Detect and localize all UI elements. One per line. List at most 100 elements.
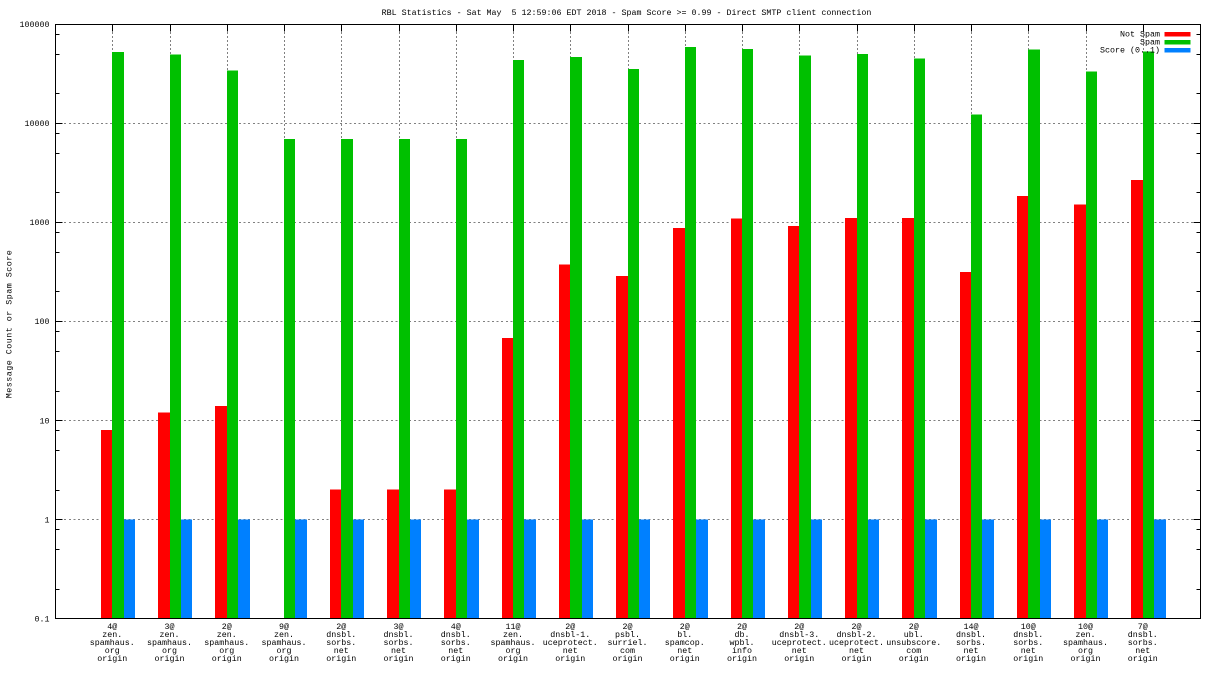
svg-text:2@: 2@	[222, 622, 232, 632]
svg-text:sorbs.: sorbs.	[1013, 638, 1043, 648]
svg-text:info: info	[732, 646, 752, 656]
svg-text:origin: origin	[1128, 654, 1158, 664]
svg-text:wpbl.: wpbl.	[730, 638, 755, 648]
svg-text:1: 1	[45, 515, 50, 525]
svg-text:origin: origin	[441, 654, 471, 664]
svg-text:3@: 3@	[394, 622, 404, 632]
svg-text:2@: 2@	[852, 622, 862, 632]
svg-text:origin: origin	[727, 654, 757, 664]
svg-text:sorbs.: sorbs.	[441, 638, 471, 648]
svg-text:dnsbl.: dnsbl.	[441, 630, 471, 640]
svg-text:origin: origin	[269, 654, 299, 664]
svg-text:net: net	[792, 646, 807, 656]
svg-text:zen.: zen.	[217, 630, 237, 640]
svg-text:net: net	[334, 646, 349, 656]
svg-text:origin: origin	[670, 654, 700, 664]
svg-text:4@: 4@	[107, 622, 117, 632]
svg-text:net: net	[1021, 646, 1036, 656]
svg-text:10@: 10@	[1078, 622, 1093, 632]
svg-text:origin: origin	[384, 654, 414, 664]
svg-text:zen.: zen.	[160, 630, 180, 640]
svg-text:net: net	[849, 646, 864, 656]
svg-text:uceprotect.: uceprotect.	[543, 638, 598, 648]
svg-text:7@: 7@	[1138, 622, 1148, 632]
svg-text:2@: 2@	[336, 622, 346, 632]
svg-text:zen.: zen.	[102, 630, 122, 640]
svg-text:origin: origin	[498, 654, 528, 664]
svg-text:Score (0..1): Score (0..1)	[1100, 46, 1160, 56]
svg-text:surriel.: surriel.	[608, 638, 648, 648]
svg-text:dnsbl.: dnsbl.	[384, 630, 414, 640]
svg-text:net: net	[391, 646, 406, 656]
svg-text:net: net	[563, 646, 578, 656]
svg-text:Message Count or Spam Score: Message Count or Spam Score	[5, 250, 15, 398]
svg-text:10@: 10@	[1021, 622, 1036, 632]
svg-text:origin: origin	[97, 654, 127, 664]
svg-text:origin: origin	[956, 654, 986, 664]
svg-text:org: org	[219, 646, 234, 656]
svg-text:dnsbl-2.: dnsbl-2.	[837, 630, 877, 640]
svg-text:sorbs.: sorbs.	[956, 638, 986, 648]
svg-text:3@: 3@	[165, 622, 175, 632]
svg-text:Not Spam: Not Spam	[1120, 30, 1160, 40]
svg-text:dnsbl.: dnsbl.	[1128, 630, 1158, 640]
svg-text:origin: origin	[155, 654, 185, 664]
svg-text:Spam: Spam	[1140, 38, 1160, 48]
svg-text:sorbs.: sorbs.	[1128, 638, 1158, 648]
svg-text:origin: origin	[842, 654, 872, 664]
svg-text:org: org	[1078, 646, 1093, 656]
svg-text:origin: origin	[555, 654, 585, 664]
svg-text:net: net	[448, 646, 463, 656]
svg-text:dnsbl-1.: dnsbl-1.	[550, 630, 590, 640]
svg-text:100000: 100000	[20, 20, 50, 30]
svg-text:origin: origin	[899, 654, 929, 664]
svg-text:dnsbl.: dnsbl.	[326, 630, 356, 640]
svg-text:dnsbl.: dnsbl.	[1013, 630, 1043, 640]
svg-text:net: net	[1135, 646, 1150, 656]
svg-text:14@: 14@	[964, 622, 979, 632]
svg-text:sorbs.: sorbs.	[384, 638, 414, 648]
svg-text:sorbs.: sorbs.	[326, 638, 356, 648]
svg-text:2@: 2@	[680, 622, 690, 632]
svg-text:2@: 2@	[794, 622, 804, 632]
svg-text:100: 100	[35, 317, 50, 327]
svg-text:origin: origin	[1071, 654, 1101, 664]
svg-text:com: com	[620, 646, 635, 656]
svg-text:2@: 2@	[737, 622, 747, 632]
svg-text:spamhaus.: spamhaus.	[147, 638, 192, 648]
svg-text:spamcop.: spamcop.	[665, 638, 705, 648]
svg-text:unsubscore.: unsubscore.	[886, 638, 941, 648]
svg-text:net: net	[677, 646, 692, 656]
svg-text:2@: 2@	[909, 622, 919, 632]
svg-text:zen.: zen.	[1076, 630, 1096, 640]
svg-text:2@: 2@	[623, 622, 633, 632]
svg-text:zen.: zen.	[274, 630, 294, 640]
svg-text:org: org	[506, 646, 521, 656]
svg-text:9@: 9@	[279, 622, 289, 632]
svg-text:origin: origin	[1013, 654, 1043, 664]
svg-text:spamhaus.: spamhaus.	[204, 638, 249, 648]
svg-text:bl.: bl.	[677, 630, 692, 640]
svg-text:dnsbl.: dnsbl.	[956, 630, 986, 640]
svg-text:origin: origin	[326, 654, 356, 664]
svg-text:org: org	[162, 646, 177, 656]
svg-text:0.1: 0.1	[35, 615, 50, 625]
svg-text:origin: origin	[212, 654, 242, 664]
svg-text:origin: origin	[784, 654, 814, 664]
svg-text:4@: 4@	[451, 622, 461, 632]
svg-text:10000: 10000	[25, 119, 50, 129]
svg-text:spamhaus.: spamhaus.	[491, 638, 536, 648]
svg-text:10: 10	[40, 416, 50, 426]
svg-text:uceprotect.: uceprotect.	[772, 638, 827, 648]
svg-text:org: org	[105, 646, 120, 656]
svg-text:ubl.: ubl.	[904, 630, 924, 640]
svg-text:db.: db.	[735, 630, 750, 640]
svg-text:2@: 2@	[565, 622, 575, 632]
svg-text:11@: 11@	[506, 622, 521, 632]
svg-text:spamhaus.: spamhaus.	[262, 638, 307, 648]
svg-text:spamhaus.: spamhaus.	[90, 638, 135, 648]
svg-text:psbl.: psbl.	[615, 630, 640, 640]
svg-text:spamhaus.: spamhaus.	[1063, 638, 1108, 648]
svg-text:zen.: zen.	[503, 630, 523, 640]
svg-text:uceprotect.: uceprotect.	[829, 638, 884, 648]
